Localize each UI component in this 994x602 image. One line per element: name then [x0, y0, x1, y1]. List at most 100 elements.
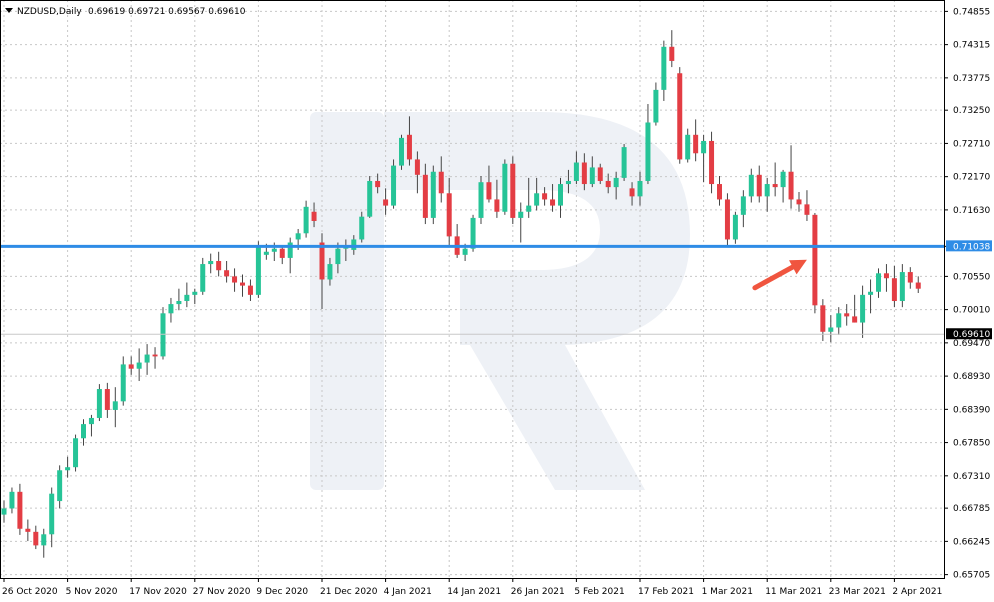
x-tick-label: 4 Jan 2021 [384, 587, 432, 597]
candle-body [88, 417, 94, 425]
candle [136, 348, 142, 382]
candle-body [510, 163, 516, 218]
candle [9, 487, 15, 514]
candle-body [176, 301, 182, 305]
candle [764, 177, 770, 212]
candle [255, 241, 261, 298]
candle-body [573, 162, 579, 181]
candle [709, 131, 715, 194]
y-tick-label: 0.74315 [953, 41, 990, 51]
candle [589, 156, 595, 188]
dropdown-triangle-icon[interactable] [5, 8, 13, 13]
candle [645, 104, 651, 185]
candle [828, 315, 834, 343]
candle-body [629, 188, 635, 197]
candle-body [327, 264, 333, 280]
candle-body [136, 362, 142, 369]
candle-body [192, 291, 198, 295]
candle-body [319, 242, 325, 280]
candle [661, 40, 667, 101]
x-tick-label: 26 Jan 2021 [511, 587, 565, 597]
x-axis: 26 Oct 2020 5 Nov 2020 17 Nov 2020 27 Nov 2… [2, 578, 942, 597]
candle [327, 257, 333, 286]
candle [796, 192, 802, 212]
arrow-annotation [752, 259, 807, 291]
candle-body [717, 184, 722, 200]
candle [876, 268, 881, 298]
candle-body [462, 248, 468, 255]
y-tick-label: 0.74855 [953, 7, 990, 17]
candle [160, 307, 166, 360]
candle [613, 171, 619, 200]
candle-body [534, 193, 540, 206]
candle-body [915, 282, 921, 289]
candle-body [144, 354, 150, 363]
candle [112, 387, 118, 428]
candle-body [112, 401, 118, 410]
candle [17, 483, 23, 535]
candle [65, 456, 71, 478]
candle [120, 356, 126, 406]
candle-body [844, 313, 850, 317]
candle-body [367, 180, 373, 217]
y-tick-label: 0.71630 [953, 206, 990, 216]
candle [104, 382, 110, 418]
x-tick-label: 2 Apr 2021 [892, 587, 942, 597]
candle-body [645, 122, 651, 181]
candle [573, 151, 579, 185]
candle-body [653, 89, 659, 123]
plot-frame [0, 0, 945, 579]
candle-body [836, 313, 842, 328]
candle [907, 267, 913, 289]
candles [1, 30, 921, 558]
candle-body [661, 46, 667, 90]
candle [216, 251, 222, 277]
candle-body [247, 285, 253, 295]
candle-body [335, 248, 341, 265]
candle-body [446, 193, 452, 237]
candle-body [502, 163, 508, 212]
candle-body [263, 251, 269, 255]
level-price-label: 0.71038 [953, 242, 990, 252]
candle-body [669, 46, 675, 61]
candle [550, 184, 556, 212]
candle-body [303, 206, 309, 234]
candle [383, 188, 389, 215]
y-tick-label: 0.68390 [953, 405, 990, 415]
candle [375, 173, 381, 194]
candle-body [438, 171, 444, 194]
candle [844, 304, 850, 326]
candle [486, 165, 492, 203]
candle-body [359, 216, 365, 240]
x-tick-label: 17 Nov 2020 [129, 587, 187, 597]
candle [446, 177, 452, 246]
y-tick-label: 0.70010 [953, 306, 990, 316]
candle [637, 171, 643, 206]
x-tick-label: 23 Mar 2021 [829, 587, 886, 597]
candle-body [391, 165, 397, 206]
candle-body [351, 239, 357, 250]
candle-body [96, 389, 102, 418]
candle-body [677, 73, 683, 160]
candle [454, 224, 460, 258]
candle-body [589, 167, 595, 185]
candle [891, 265, 897, 308]
candle-body [621, 147, 627, 178]
symbol-label: NZDUSD,Daily [17, 7, 82, 17]
candle-body [732, 214, 738, 240]
candle [359, 211, 365, 243]
x-tick-label: 17 Feb 2021 [638, 587, 694, 597]
candle-body [255, 245, 261, 295]
x-tick-label: 27 Nov 2020 [193, 587, 251, 597]
candle-body [295, 233, 301, 240]
candle [192, 288, 198, 305]
candle [701, 134, 707, 183]
y-tick-label: 0.69470 [953, 339, 990, 349]
candle [804, 190, 810, 221]
candle-body [820, 305, 826, 332]
candle [621, 144, 627, 181]
candle [685, 128, 691, 163]
y-tick-label: 0.67310 [953, 472, 990, 482]
candle [57, 465, 63, 509]
candle-body [279, 248, 285, 258]
